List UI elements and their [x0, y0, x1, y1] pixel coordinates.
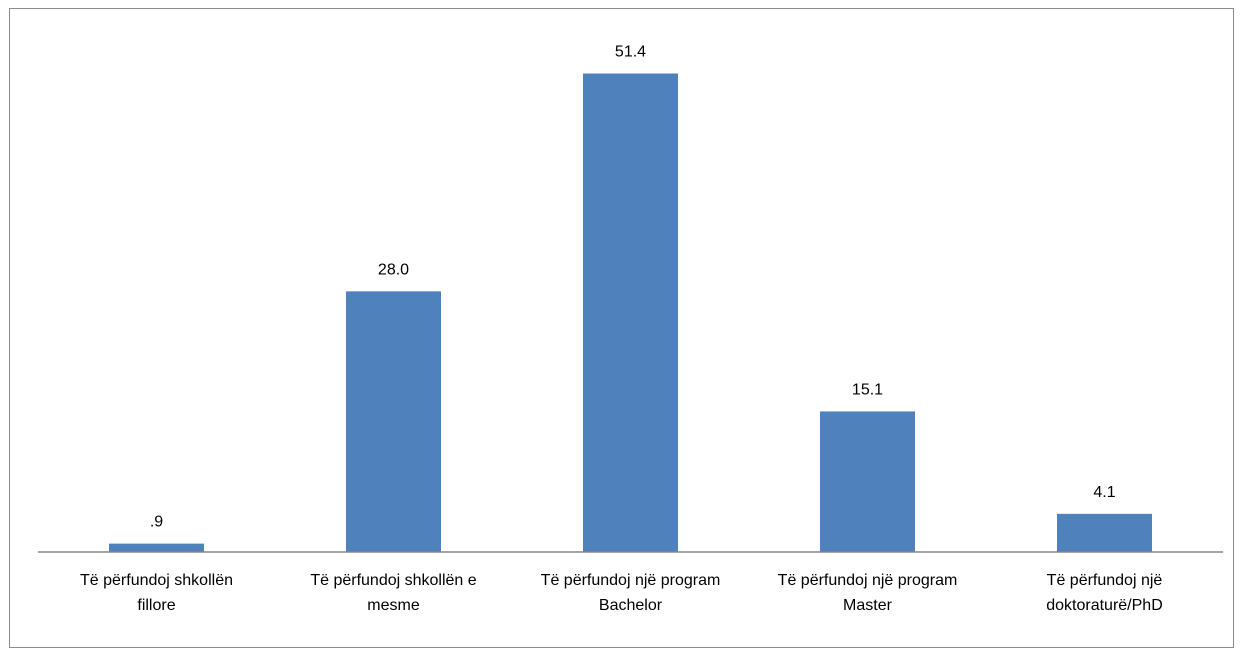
- bar-4: [820, 411, 915, 552]
- category-label-1: Të përfundoj shkollën fillore: [80, 572, 233, 614]
- data-label-3: 51.4: [615, 44, 646, 61]
- category-label-line: Të përfundoj një: [1047, 572, 1163, 589]
- category-label-line: Master: [843, 597, 893, 614]
- bar-chart: .9 28.0 51.4 15.1 4.1 Të përfundoj shkollën f…: [38, 44, 1223, 614]
- category-label-line: fillore: [137, 597, 175, 614]
- data-label-2: 28.0: [378, 261, 409, 278]
- bars-layer: [109, 73, 1152, 552]
- category-label-line: Të përfundoj një program: [778, 572, 958, 589]
- category-label-line: Bachelor: [599, 597, 663, 614]
- category-label-line: doktoraturë/PhD: [1046, 597, 1163, 614]
- bar-2: [346, 291, 441, 552]
- category-label-2: Të përfundoj shkollën e mesme: [310, 572, 476, 614]
- bar-1: [109, 543, 204, 552]
- category-label-3: Të përfundoj një program Bachelor: [541, 572, 721, 614]
- category-label-4: Të përfundoj një program Master: [778, 572, 958, 614]
- category-label-line: Të përfundoj shkollën: [80, 572, 233, 589]
- data-labels-layer: .9 28.0 51.4 15.1 4.1: [150, 44, 1116, 531]
- category-label-line: Të përfundoj një program: [541, 572, 721, 589]
- category-label-line: mesme: [367, 597, 420, 614]
- data-label-4: 15.1: [852, 381, 883, 398]
- category-label-line: Të përfundoj shkollën e: [310, 572, 476, 589]
- category-label-5: Të përfundoj një doktoraturë/PhD: [1046, 572, 1163, 614]
- bar-5: [1057, 513, 1152, 552]
- bar-3: [583, 73, 678, 552]
- data-label-5: 4.1: [1093, 484, 1115, 501]
- data-label-1: .9: [150, 514, 163, 531]
